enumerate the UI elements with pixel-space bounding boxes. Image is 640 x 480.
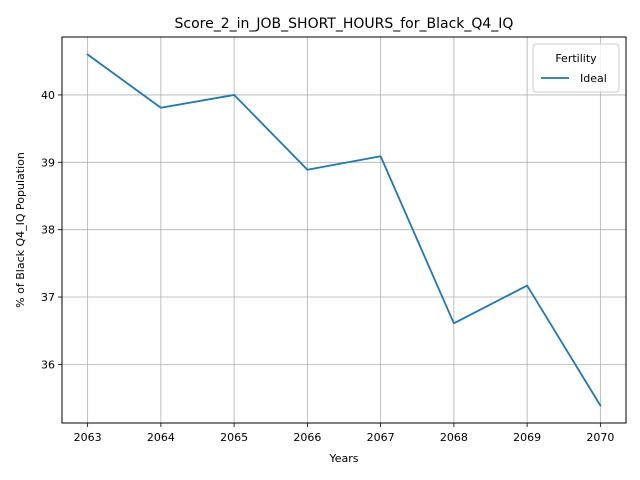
x-tick-label: 2068 — [440, 431, 468, 444]
y-tick-label: 36 — [41, 358, 55, 371]
y-axis-label: % of Black Q4_IQ Population — [14, 152, 27, 308]
legend-label-ideal: Ideal — [580, 72, 607, 85]
x-tick-label: 2067 — [367, 431, 395, 444]
chart-title: Score_2_in_JOB_SHORT_HOURS_for_Black_Q4_… — [175, 16, 514, 32]
legend-box — [532, 43, 620, 93]
y-tick-label: 39 — [41, 156, 55, 169]
x-tick-label: 2070 — [586, 431, 614, 444]
grid-lines — [62, 37, 626, 423]
x-tick-label: 2064 — [147, 431, 175, 444]
legend-title: Fertility — [555, 52, 597, 65]
y-tick-label: 40 — [41, 89, 55, 102]
y-axis-ticks: 36 37 38 39 40 — [41, 89, 62, 371]
x-tick-label: 2063 — [74, 431, 102, 444]
y-tick-label: 38 — [41, 224, 55, 237]
x-tick-label: 2069 — [513, 431, 541, 444]
series-line-ideal — [86, 53, 602, 407]
x-axis-label: Years — [328, 452, 358, 465]
y-tick-label: 37 — [41, 291, 55, 304]
legend: Fertility Ideal — [532, 43, 620, 93]
plot-lines — [86, 53, 602, 407]
x-tick-label: 2065 — [220, 431, 248, 444]
x-tick-label: 2066 — [293, 431, 321, 444]
x-axis-ticks: 2063 2064 2065 2066 2067 2068 2069 2070 — [74, 423, 614, 444]
